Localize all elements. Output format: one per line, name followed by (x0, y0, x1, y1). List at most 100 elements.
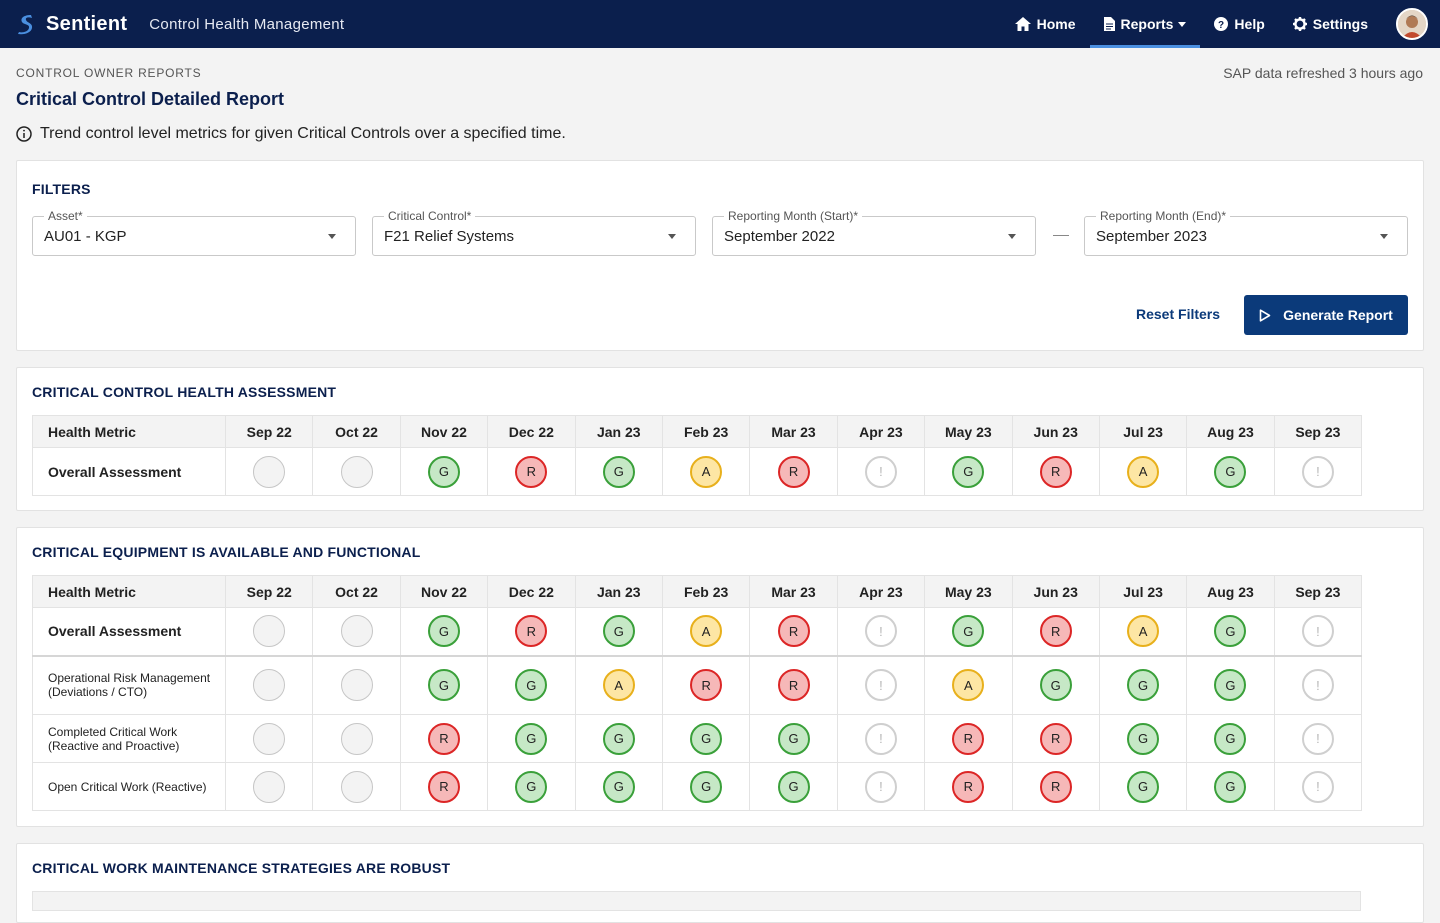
status-empty-badge[interactable] (253, 669, 286, 702)
status-red-badge[interactable]: R (777, 615, 810, 648)
status-empty-badge[interactable] (253, 722, 286, 755)
column-header-month: Oct 22 (312, 575, 401, 608)
status-amber-badge[interactable]: A (1127, 615, 1160, 648)
status-cell (312, 607, 401, 657)
status-green-badge[interactable]: G (515, 722, 548, 755)
status-red-badge[interactable]: R (777, 669, 810, 702)
status-red-badge[interactable]: R (1039, 455, 1072, 488)
status-green-badge[interactable]: G (690, 722, 723, 755)
status-green-badge[interactable]: G (1127, 722, 1160, 755)
status-green-badge[interactable]: G (1127, 770, 1160, 803)
status-empty-badge[interactable] (340, 770, 373, 803)
status-cell: G (574, 714, 663, 763)
status-missing-badge[interactable]: ! (864, 722, 897, 755)
status-empty-badge[interactable] (340, 615, 373, 648)
status-green-badge[interactable]: G (952, 455, 985, 488)
status-missing-badge[interactable]: ! (864, 455, 897, 488)
status-green-badge[interactable]: G (515, 669, 548, 702)
column-header-month: Dec 22 (487, 415, 576, 448)
status-green-badge[interactable]: G (602, 722, 635, 755)
gear-icon (1292, 17, 1307, 31)
status-amber-badge[interactable]: A (952, 669, 985, 702)
status-amber-badge[interactable]: A (1127, 455, 1160, 488)
generate-report-button[interactable]: Generate Report (1244, 295, 1408, 335)
status-green-badge[interactable]: G (690, 770, 723, 803)
reporting-month-start-label: Reporting Month (Start)* (724, 209, 863, 223)
status-red-badge[interactable]: R (690, 669, 723, 702)
chevron-down-icon (328, 234, 336, 239)
status-red-badge[interactable]: R (515, 615, 548, 648)
status-red-badge[interactable]: R (1039, 770, 1072, 803)
status-missing-badge[interactable]: ! (1301, 722, 1334, 755)
nav-home[interactable]: Home (1001, 0, 1090, 48)
status-green-badge[interactable]: G (1214, 722, 1247, 755)
status-green-badge[interactable]: G (1127, 669, 1160, 702)
status-green-badge[interactable]: G (515, 770, 548, 803)
status-green-badge[interactable]: G (1214, 770, 1247, 803)
brand[interactable]: Sentient (16, 13, 127, 36)
status-green-badge[interactable]: G (427, 669, 460, 702)
status-red-badge[interactable]: R (952, 722, 985, 755)
status-green-badge[interactable]: G (602, 770, 635, 803)
status-empty-badge[interactable] (340, 669, 373, 702)
status-green-badge[interactable]: G (777, 770, 810, 803)
status-missing-badge[interactable]: ! (864, 669, 897, 702)
status-cell: G (1186, 655, 1275, 715)
status-cell: R (749, 655, 838, 715)
nav-help[interactable]: ? Help (1200, 0, 1278, 48)
reporting-month-end-select[interactable]: Reporting Month (End)* September 2023 (1084, 209, 1408, 256)
status-green-badge[interactable]: G (1039, 669, 1072, 702)
asset-select[interactable]: Asset* AU01 - KGP (32, 209, 356, 256)
status-green-badge[interactable]: G (602, 615, 635, 648)
nav-reports[interactable]: Reports (1089, 0, 1201, 48)
status-cell: G (574, 762, 663, 811)
chevron-down-icon (1178, 21, 1187, 27)
critical-control-select[interactable]: Critical Control* F21 Relief Systems (372, 209, 696, 256)
status-missing-badge[interactable]: ! (1301, 669, 1334, 702)
status-cell (312, 762, 401, 811)
status-green-badge[interactable]: G (777, 722, 810, 755)
section-card: CRITICAL CONTROL HEALTH ASSESSMENT Healt… (16, 367, 1424, 511)
status-empty-badge[interactable] (253, 615, 286, 648)
status-empty-badge[interactable] (340, 722, 373, 755)
status-red-badge[interactable]: R (515, 455, 548, 488)
status-empty-badge[interactable] (253, 455, 286, 488)
nav-settings[interactable]: Settings (1279, 0, 1382, 48)
status-green-badge[interactable]: G (1214, 615, 1247, 648)
nav-settings-label: Settings (1312, 16, 1368, 32)
status-missing-badge[interactable]: ! (1301, 770, 1334, 803)
table-row: Overall Assessment G R G A R! G R A G! (32, 607, 1363, 657)
column-header-month: Apr 23 (836, 575, 926, 608)
status-empty-badge[interactable] (253, 770, 286, 803)
status-green-badge[interactable]: G (952, 615, 985, 648)
status-green-badge[interactable]: G (602, 455, 635, 488)
status-amber-badge[interactable]: A (690, 615, 723, 648)
status-missing-badge[interactable]: ! (864, 615, 897, 648)
user-avatar[interactable] (1396, 8, 1428, 40)
status-red-badge[interactable]: R (427, 722, 460, 755)
status-cell: ! (1273, 655, 1363, 715)
status-missing-badge[interactable]: ! (1301, 455, 1334, 488)
status-red-badge[interactable]: R (1039, 722, 1072, 755)
status-red-badge[interactable]: R (777, 455, 810, 488)
column-header-month: Jun 23 (1011, 575, 1100, 608)
critical-control-value: F21 Relief Systems (384, 228, 515, 245)
column-header-month: Nov 22 (399, 415, 489, 448)
status-amber-badge[interactable]: A (602, 669, 635, 702)
status-amber-badge[interactable]: A (690, 455, 723, 488)
status-missing-badge[interactable]: ! (864, 770, 897, 803)
reporting-month-start-select[interactable]: Reporting Month (Start)* September 2022 (712, 209, 1036, 256)
status-red-badge[interactable]: R (1039, 615, 1072, 648)
play-icon (1259, 308, 1271, 322)
status-missing-badge[interactable]: ! (1301, 615, 1334, 648)
status-cell: G (924, 447, 1013, 496)
status-red-badge[interactable]: R (427, 770, 460, 803)
status-red-badge[interactable]: R (952, 770, 985, 803)
status-green-badge[interactable]: G (1214, 669, 1247, 702)
status-green-badge[interactable]: G (1214, 455, 1247, 488)
status-green-badge[interactable]: G (427, 455, 460, 488)
status-green-badge[interactable]: G (427, 615, 460, 648)
reset-filters-button[interactable]: Reset Filters (1136, 306, 1221, 322)
status-cell: G (399, 447, 489, 496)
status-empty-badge[interactable] (340, 455, 373, 488)
